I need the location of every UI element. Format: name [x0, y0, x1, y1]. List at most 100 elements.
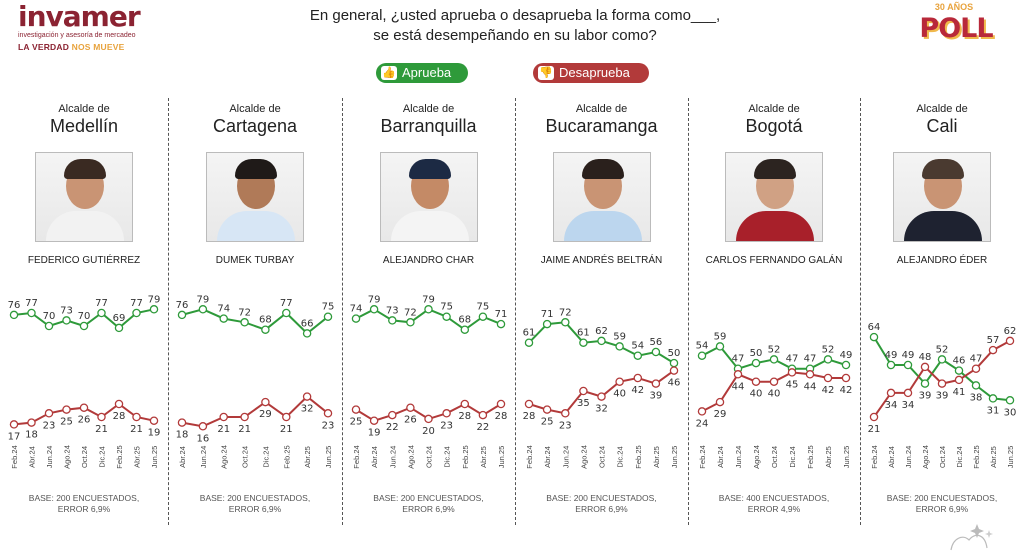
- photo-body: [46, 211, 124, 241]
- approve-data-label: 75: [477, 302, 490, 313]
- disapprove-data-label: 23: [559, 420, 572, 431]
- approve-data-label: 46: [953, 356, 966, 367]
- approve-data-point: [149, 305, 159, 314]
- disapprove-data-point: [971, 364, 981, 373]
- x-tick-label: Jun.25: [150, 446, 159, 469]
- approve-data-point: [240, 318, 249, 327]
- x-tick-label: Ago.24: [406, 445, 415, 469]
- disapprove-data-point: [219, 412, 228, 422]
- approve-data-label: 77: [280, 298, 293, 309]
- panel-city: Cartagena: [212, 116, 298, 136]
- approve-data-label: 49: [902, 350, 915, 361]
- photo-body: [217, 211, 295, 241]
- disapprove-data-point: [651, 379, 661, 388]
- disapprove-data-point: [886, 388, 896, 398]
- approval-line-chart: 74 79 73 72 79 75 68 75 71 25 19 22 26 20 23 28 22 28 Feb.…: [350, 294, 508, 469]
- approve-data-label: 73: [386, 305, 399, 316]
- x-tick-label: Abr.25: [652, 446, 661, 468]
- disapprove-data-label: 22: [477, 422, 490, 433]
- approve-data-label: 69: [113, 313, 126, 324]
- panel-city: Cali: [926, 116, 958, 136]
- mayor-name: FEDERICO GUTIÉRREZ: [27, 255, 141, 266]
- approve-data-point: [261, 325, 270, 334]
- disapprove-data-point: [442, 409, 451, 418]
- panel-city: Barranquilla: [380, 116, 477, 136]
- disapprove-data-label: 25: [541, 417, 554, 428]
- disapprove-data-point: [44, 409, 54, 418]
- x-tick-label: Jun.25: [1006, 446, 1015, 469]
- approve-data-label: 72: [559, 307, 572, 318]
- approve-data-label: 68: [458, 315, 471, 326]
- disapprove-data-label: 23: [43, 420, 56, 431]
- approve-data-point: [869, 332, 879, 342]
- disapprove-data-point: [787, 368, 797, 377]
- photo-hair: [922, 159, 964, 179]
- x-tick-label: Feb.24: [870, 445, 879, 468]
- base-line-1: BASE: 200 ENCUESTADOS,: [373, 493, 484, 503]
- disapprove-data-label: 18: [176, 430, 189, 441]
- x-tick-label: Oct.24: [938, 446, 947, 468]
- panel-role: Alcalde de: [229, 103, 281, 115]
- approve-data-point: [633, 351, 643, 360]
- disapprove-data-point: [351, 405, 361, 414]
- approve-data-point: [1005, 396, 1015, 405]
- mayor-panel: Alcalde de Bucaramanga JAIME ANDRÉS BELTRÁ…: [515, 95, 688, 525]
- disapprove-data-point: [114, 399, 124, 409]
- disapprove-data-label: 19: [148, 428, 161, 439]
- photo-body: [564, 211, 642, 241]
- x-tick-label: Feb.24: [525, 445, 534, 468]
- approve-data-point: [177, 310, 187, 320]
- x-tick-label: Jun.25: [670, 446, 679, 469]
- disapprove-data-label: 44: [732, 381, 745, 392]
- disapprove-data-label: 29: [714, 409, 727, 420]
- brand-subtitle: investigación y asesoría de mercadeo: [18, 32, 136, 39]
- disapprove-data-point: [79, 403, 89, 412]
- approve-data-point: [496, 319, 506, 329]
- legend-disapprove-label: Desaprueba: [559, 65, 630, 80]
- disapprove-data-label: 28: [458, 411, 471, 422]
- disapprove-data-label: 29: [259, 409, 272, 420]
- base-line-2: ERROR 6,9%: [402, 504, 455, 514]
- approve-data-point: [823, 355, 833, 364]
- approve-data-label: 50: [750, 348, 763, 359]
- approve-data-point: [97, 308, 106, 318]
- disapprove-data-point: [177, 418, 187, 427]
- mayor-photo: [893, 152, 991, 242]
- disapprove-data-label: 16: [197, 433, 210, 444]
- approve-data-label: 70: [78, 311, 91, 322]
- approval-line-chart: 76 77 70 73 70 77 69 77 79 17 18 23 25 26 21 28 21 19 Feb.…: [8, 294, 161, 469]
- disapprove-data-point: [597, 392, 606, 401]
- disapprove-data-label: 39: [650, 391, 663, 402]
- disapprove-data-label: 18: [25, 430, 38, 441]
- approve-data-point: [27, 308, 36, 318]
- x-tick-label: Oct.24: [241, 446, 250, 468]
- mayor-photo: [35, 152, 133, 242]
- approve-data-point: [44, 321, 54, 331]
- approve-data-point: [323, 312, 333, 321]
- approve-data-point: [442, 312, 451, 321]
- disapprove-data-point: [823, 373, 833, 383]
- disapprove-data-point: [1005, 336, 1015, 346]
- poll-anniversary: 30 AÑOS: [934, 2, 974, 12]
- disapprove-data-point: [615, 377, 624, 386]
- x-tick-label: Dic.24: [616, 446, 625, 467]
- x-tick-label: Feb.24: [698, 445, 707, 468]
- approve-data-label: 47: [732, 354, 745, 365]
- approval-line-chart: 54 59 47 50 52 47 47 52 49 24 29 44 40 40 45 44 42 42 Feb.…: [696, 331, 853, 468]
- disapprove-data-point: [478, 410, 488, 420]
- x-tick-label: Jun.24: [388, 446, 397, 469]
- panel-divider: [688, 98, 689, 525]
- sample-base-note: BASE: 200 ENCUESTADOS, ERROR 6,9%: [860, 493, 1024, 515]
- approve-data-label: 61: [577, 328, 590, 339]
- disapprove-data-point: [769, 377, 779, 386]
- disapprove-data-label: 57: [987, 335, 1000, 346]
- disapprove-data-label: 19: [368, 428, 381, 439]
- brand-logo: invamer investigación y asesoría de merc…: [18, 2, 158, 53]
- legend-approve: 👍 Aprueba: [376, 63, 468, 83]
- x-tick-label: Ago.24: [921, 445, 930, 469]
- approve-data-point: [903, 360, 913, 370]
- approve-data-label: 50: [668, 348, 681, 359]
- approve-data-point: [971, 381, 981, 390]
- disapprove-data-label: 21: [238, 424, 251, 435]
- disapprove-data-label: 34: [885, 400, 898, 411]
